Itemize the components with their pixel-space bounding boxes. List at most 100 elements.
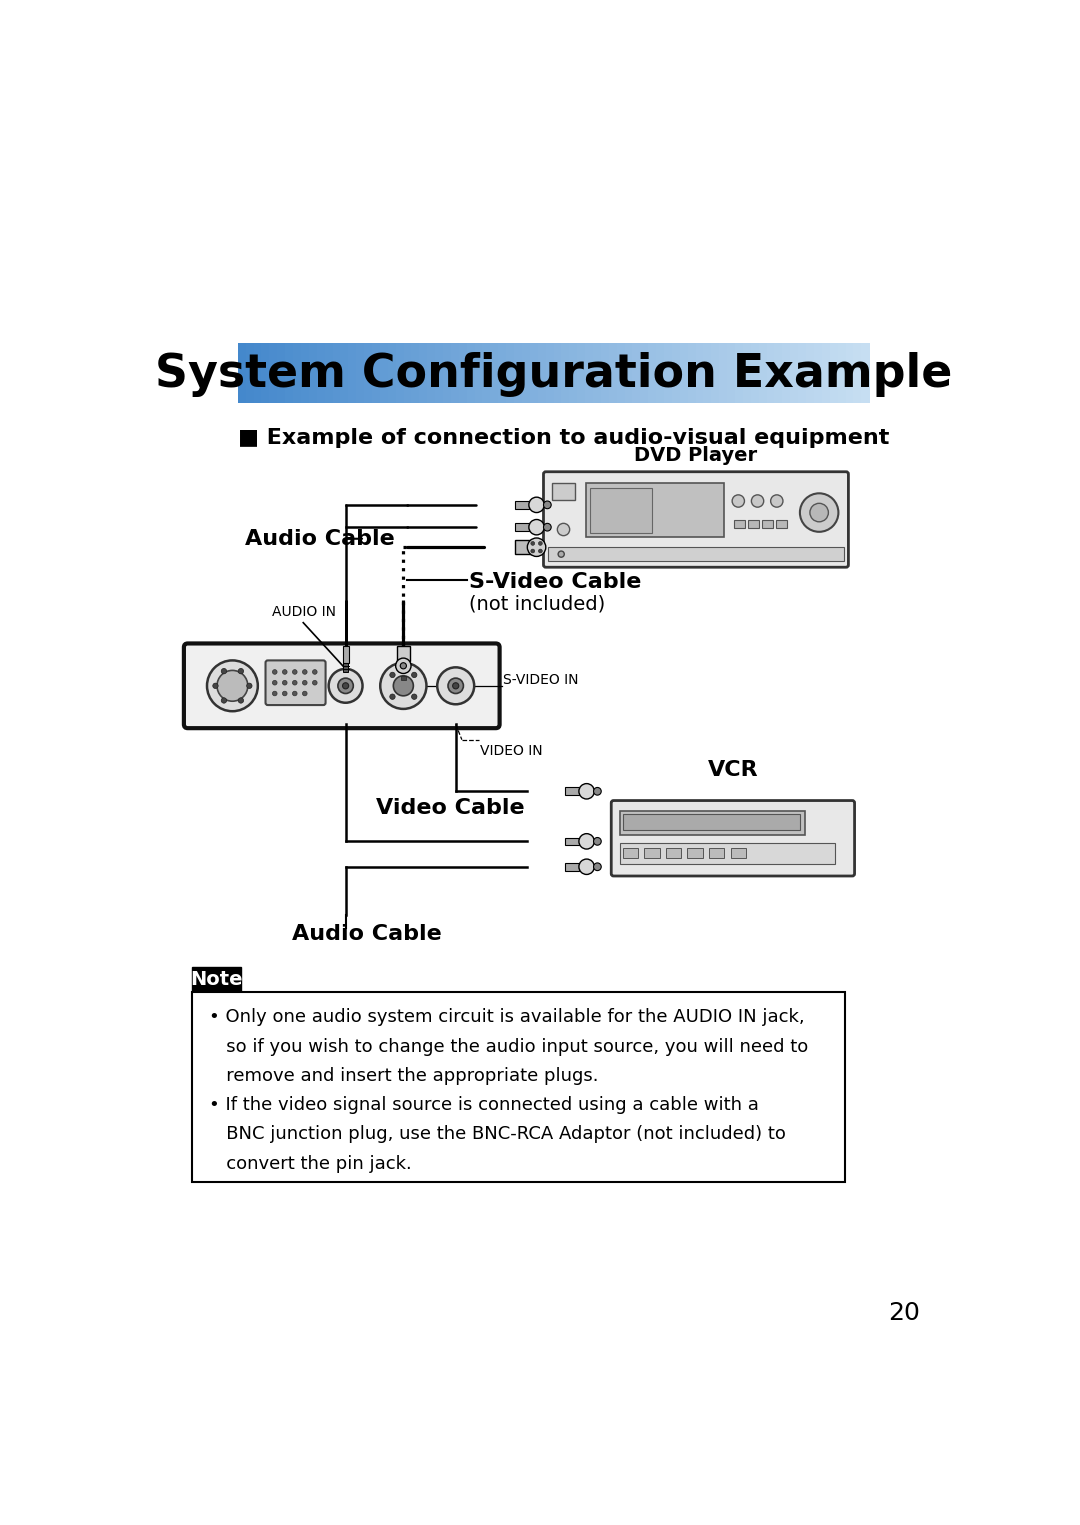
Bar (356, 343, 365, 403)
Circle shape (213, 683, 218, 688)
Bar (238, 343, 246, 403)
Bar (565, 837, 579, 845)
Bar (514, 343, 523, 403)
Circle shape (239, 698, 244, 703)
Circle shape (771, 494, 783, 508)
Circle shape (293, 680, 297, 685)
Bar (730, 848, 746, 859)
Bar (538, 343, 546, 403)
Bar (791, 343, 799, 403)
Bar (285, 343, 294, 403)
Circle shape (411, 673, 417, 677)
Bar (435, 343, 444, 403)
Bar (853, 343, 862, 403)
Circle shape (557, 523, 569, 535)
FancyBboxPatch shape (266, 660, 325, 705)
Circle shape (543, 502, 551, 509)
Bar (712, 343, 720, 403)
Circle shape (395, 659, 411, 674)
Bar (774, 343, 783, 403)
Bar (719, 343, 728, 403)
Circle shape (579, 784, 594, 799)
FancyBboxPatch shape (184, 644, 500, 727)
Bar (657, 343, 665, 403)
Bar (623, 848, 638, 859)
Bar (703, 343, 712, 403)
Text: convert the pin jack.: convert the pin jack. (208, 1154, 411, 1173)
Circle shape (579, 859, 594, 874)
Circle shape (594, 837, 602, 845)
Circle shape (732, 494, 744, 508)
Bar (364, 343, 373, 403)
Bar (515, 540, 532, 554)
Bar (565, 787, 579, 795)
Bar (395, 343, 404, 403)
Circle shape (342, 683, 349, 689)
Bar (483, 343, 491, 403)
Text: DVD Player: DVD Player (634, 445, 757, 465)
Bar (798, 343, 807, 403)
Bar (498, 343, 507, 403)
Circle shape (594, 787, 602, 795)
Bar (751, 343, 759, 403)
Bar (325, 343, 334, 403)
Bar (342, 645, 349, 663)
Bar (748, 520, 759, 528)
Bar (645, 848, 660, 859)
Circle shape (272, 691, 278, 695)
Bar (515, 502, 529, 509)
Bar (633, 343, 642, 403)
Text: (not included): (not included) (469, 595, 605, 615)
Bar (710, 848, 725, 859)
Bar (648, 343, 657, 403)
Circle shape (531, 541, 535, 546)
Circle shape (539, 549, 542, 554)
Text: Audio Cable: Audio Cable (292, 924, 442, 944)
Bar (862, 343, 870, 403)
Bar (735, 343, 744, 403)
Bar (401, 676, 406, 680)
Bar (245, 343, 255, 403)
Bar (727, 343, 735, 403)
Bar (515, 523, 529, 531)
Text: System Configuration Example: System Configuration Example (154, 352, 953, 396)
Circle shape (527, 538, 545, 557)
Bar (672, 343, 680, 403)
Circle shape (543, 523, 551, 531)
Circle shape (272, 669, 278, 674)
Bar (620, 811, 805, 836)
Bar (846, 343, 854, 403)
Circle shape (221, 698, 227, 703)
Circle shape (283, 680, 287, 685)
Bar (617, 343, 625, 403)
Bar (822, 343, 831, 403)
Bar (591, 488, 652, 532)
Text: VIDEO IN: VIDEO IN (481, 744, 543, 758)
Circle shape (217, 671, 247, 702)
Bar (806, 343, 814, 403)
Circle shape (752, 494, 764, 508)
Bar (777, 520, 787, 528)
Bar (191, 991, 845, 1182)
Circle shape (800, 493, 838, 532)
Circle shape (539, 541, 542, 546)
Circle shape (810, 503, 828, 522)
Bar (562, 343, 570, 403)
Bar (191, 967, 241, 991)
Bar (552, 483, 575, 500)
Circle shape (302, 669, 307, 674)
Circle shape (531, 549, 535, 554)
Bar (565, 863, 579, 871)
Circle shape (207, 660, 258, 711)
Circle shape (558, 551, 564, 557)
Bar (609, 343, 618, 403)
Circle shape (529, 497, 544, 512)
Bar (404, 343, 413, 403)
Bar (549, 547, 843, 561)
Text: VCR: VCR (707, 759, 758, 779)
Circle shape (380, 663, 427, 709)
Bar (734, 520, 745, 528)
Bar (782, 343, 791, 403)
Circle shape (338, 679, 353, 694)
Bar (397, 645, 409, 662)
